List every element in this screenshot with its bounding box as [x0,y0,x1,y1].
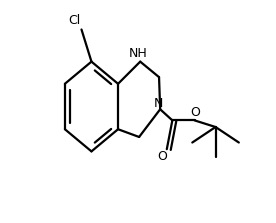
Text: NH: NH [129,47,147,60]
Text: Cl: Cl [69,14,81,27]
Text: N: N [154,97,163,110]
Text: O: O [190,106,200,119]
Text: O: O [157,151,167,163]
